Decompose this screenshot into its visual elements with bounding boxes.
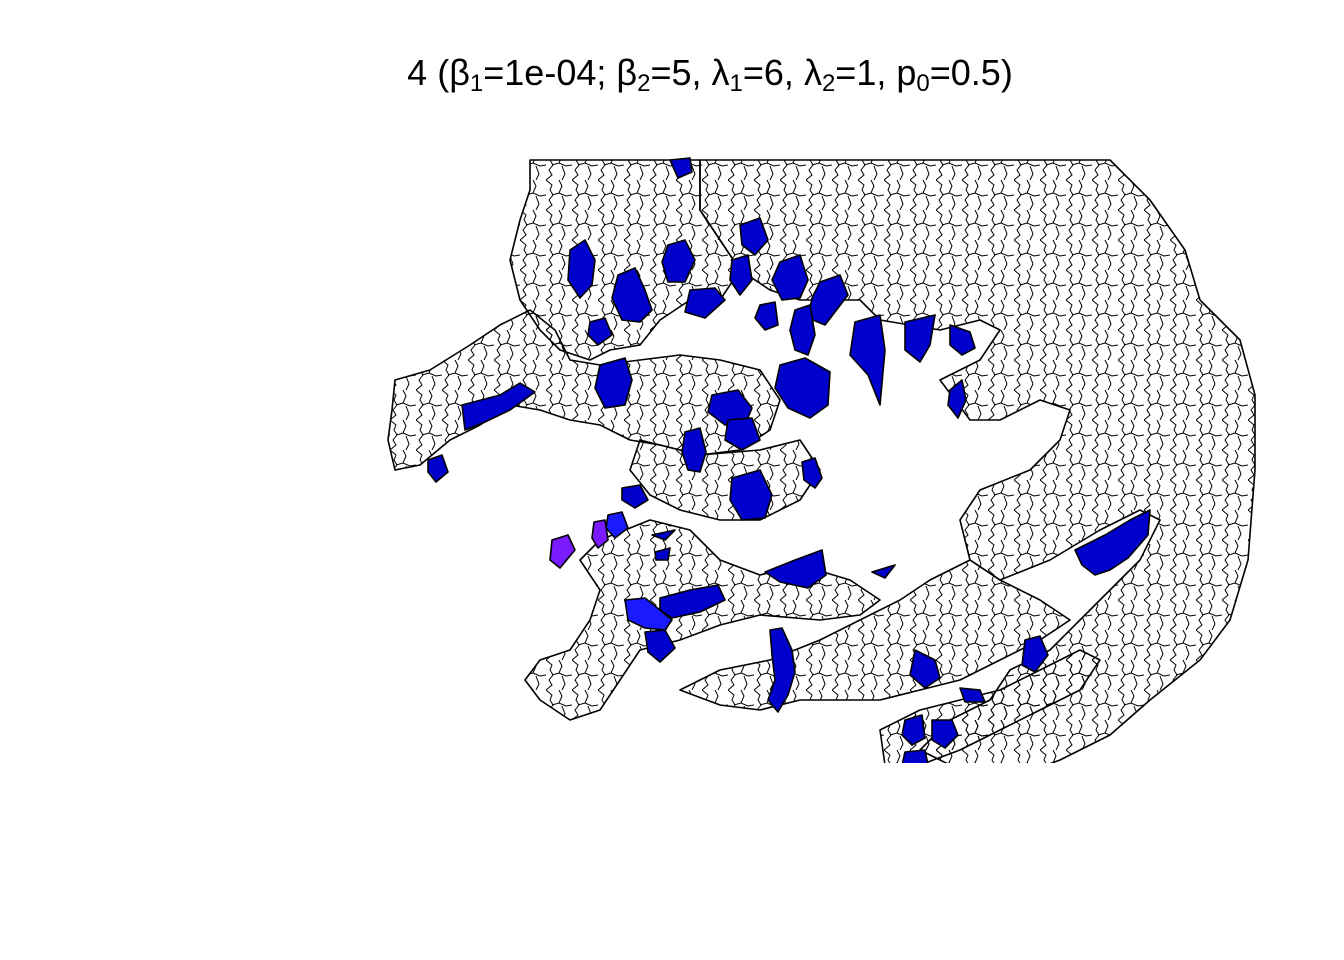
title-beta1-sub: 1 [469, 70, 484, 97]
title-p0-value: =0.5) [929, 52, 1013, 93]
district-ag [959, 687, 986, 703]
district-w [801, 457, 823, 489]
title-lambda1-symbol: λ [711, 52, 730, 93]
district-ak [931, 719, 959, 749]
district-b [611, 267, 653, 323]
district-aa [764, 549, 827, 589]
district-n [947, 379, 967, 419]
district-ah [1021, 635, 1049, 673]
district-z [654, 547, 671, 561]
northern-coast-region [509, 159, 741, 361]
district-c [661, 239, 696, 283]
district-ae [767, 627, 796, 713]
western-peninsula-region [387, 309, 781, 471]
title-beta2-value: =5, [650, 52, 712, 93]
title-lambda2-sub: 2 [821, 70, 836, 97]
highlighted-districts-light [605, 511, 673, 631]
district-s [461, 382, 536, 431]
district-am [669, 157, 693, 179]
district-aj [901, 714, 926, 746]
district-v [729, 469, 773, 521]
district-violet-1 [549, 534, 576, 569]
title-beta1-symbol: β [449, 52, 470, 93]
district-u [681, 427, 707, 473]
district-r [724, 417, 761, 451]
district-j [754, 301, 779, 331]
district-m [949, 324, 976, 356]
district-blue-1 [624, 597, 673, 631]
district-k [849, 314, 886, 406]
district-x [621, 484, 649, 509]
district-violet-2 [591, 519, 609, 549]
title-beta2-symbol: β [616, 52, 638, 93]
district-al [901, 749, 929, 763]
title-lambda2-value: =1, [835, 52, 897, 93]
title-lambda1-value: =6, [742, 52, 804, 93]
district-i [789, 304, 816, 356]
district-ab [871, 564, 896, 579]
district-t [427, 454, 449, 483]
district-p [594, 357, 633, 409]
district-ai [1074, 509, 1151, 576]
district-d [684, 287, 726, 319]
district-y [651, 529, 676, 541]
title-p0-symbol: p [896, 52, 917, 93]
title-lambda1-sub: 1 [729, 70, 743, 97]
district-f [729, 254, 753, 296]
district-af [909, 649, 941, 689]
district-e [739, 217, 769, 256]
district-a [567, 239, 596, 299]
title-beta2-sub: 2 [637, 70, 651, 97]
district-h [807, 274, 849, 326]
title-beta1-value: =1e-04; [483, 52, 617, 93]
district-o [774, 357, 831, 419]
district-an [587, 317, 613, 346]
highlighted-districts [427, 157, 1151, 763]
title-p0-sub: 0 [916, 70, 930, 97]
plot-title: 4 (β1=1e-04; β2=5, λ1=6, λ2=1, p0=0.5) [0, 52, 1344, 97]
title-lambda2-symbol: λ [803, 52, 822, 93]
district-g [771, 254, 809, 301]
highlighted-districts-violet [549, 519, 609, 569]
central-region [629, 439, 821, 521]
district-l [904, 314, 936, 363]
title-prefix: 4 ( [407, 52, 450, 93]
